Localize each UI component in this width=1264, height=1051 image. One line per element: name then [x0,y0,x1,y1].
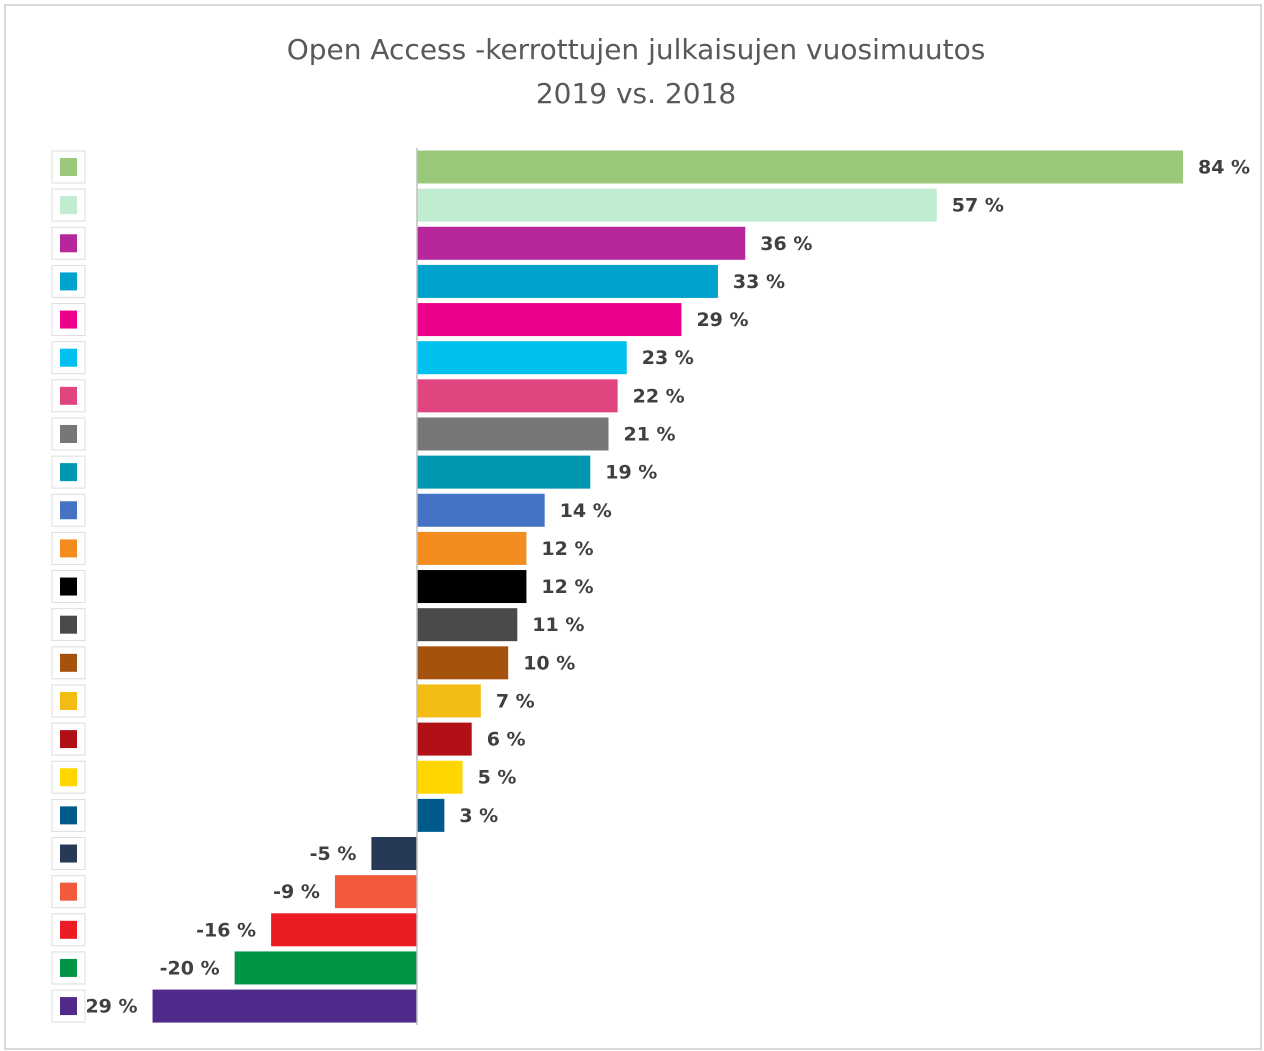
bar [417,417,609,451]
logo [51,608,86,642]
value-label: 5 % [478,767,517,789]
value-label: 57 % [952,195,1004,217]
bar [417,455,591,489]
chart-title: 2019 vs. 2018 [536,77,736,110]
value-label: 3 % [459,805,498,827]
value-label: 12 % [541,576,593,598]
logo [51,646,86,680]
bar [417,531,527,565]
value-label: -29 % [78,996,138,1018]
bar [417,684,481,718]
logo [51,379,86,413]
value-label: 7 % [496,690,535,712]
logo-mark [60,272,77,291]
logo-mark [60,577,77,596]
bar [417,150,1183,184]
logo-mark [60,844,77,863]
logo-mark [60,653,77,672]
bar [417,341,627,375]
bar [334,875,417,909]
value-label: 22 % [633,385,685,407]
logo-mark [60,920,77,939]
bar [271,913,417,947]
chart-title: Open Access -kerrottujen julkaisujen vuo… [287,33,986,66]
bar [417,303,682,337]
bar [417,722,472,756]
logo-mark [60,691,77,710]
bar [417,760,463,794]
value-label: 6 % [487,729,526,751]
logo-mark [60,310,77,329]
value-label: 84 % [1198,157,1250,179]
value-label: -16 % [196,919,256,941]
logo-mark [60,806,77,825]
logo-mark [60,539,77,558]
logo-mark [60,348,77,367]
value-label: 33 % [733,271,785,293]
value-label: 12 % [541,538,593,560]
logo-mark [60,882,77,901]
bar [417,646,509,680]
logo-mark [60,615,77,634]
value-label: 11 % [532,614,584,636]
bar [417,379,618,413]
logo-mark [60,234,77,253]
value-label: 21 % [624,423,676,445]
logo-mark [60,196,77,215]
logo-mark [60,158,77,176]
logo-mark [60,501,77,520]
bar [417,608,518,642]
logo [51,913,86,947]
bar [234,951,417,985]
value-label: -20 % [160,957,220,979]
logo-mark [60,768,77,787]
bar [417,798,445,832]
logo-mark [60,997,77,1016]
value-label: -5 % [310,843,357,865]
bar [417,264,718,298]
bar [152,989,418,1023]
bar [417,493,545,527]
value-label: -9 % [273,881,320,903]
value-label: 14 % [560,500,612,522]
logo-mark [60,958,77,977]
value-label: 36 % [760,233,812,255]
value-label: 10 % [523,652,575,674]
logo-mark [60,424,77,443]
bar [417,188,937,222]
logo-mark [60,386,77,405]
logo-mark [60,463,77,482]
value-label: 29 % [696,309,748,331]
bar [417,570,527,604]
value-label: 23 % [642,347,694,369]
bar [371,837,417,871]
value-label: 19 % [605,462,657,484]
bar [417,226,746,260]
logo-mark [60,730,77,749]
